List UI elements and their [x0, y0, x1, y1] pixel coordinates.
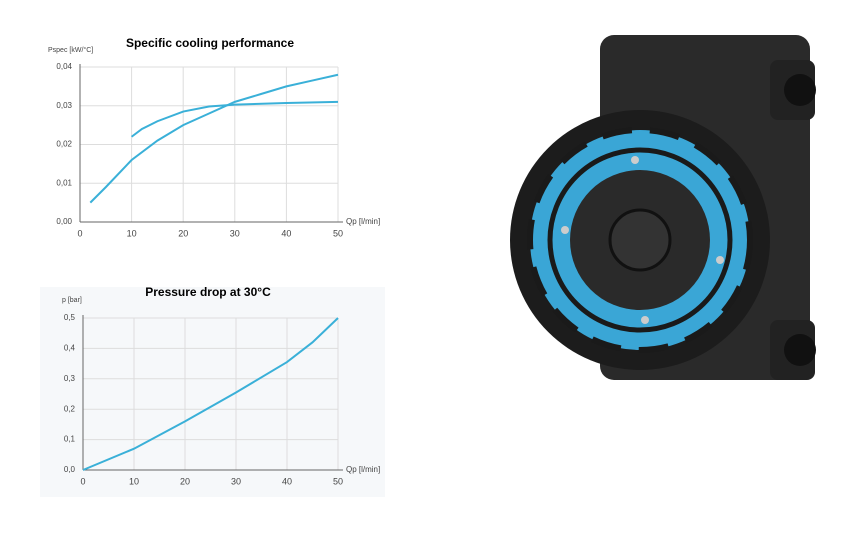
x-tick-label: 50 — [333, 476, 343, 486]
y-axis-label: p [bar] — [62, 297, 82, 304]
chart-title: Pressure drop at 30°C — [145, 285, 271, 299]
x-tick-label: 10 — [129, 476, 139, 486]
y-tick-label: 0,4 — [64, 344, 76, 353]
y-tick-label: 0,00 — [56, 217, 72, 226]
line — [130, 100, 339, 138]
y-tick-label: 0,0 — [64, 465, 76, 474]
y-axis-label: Pspec [kW/°C] — [48, 46, 93, 54]
y-tick-label: 0,03 — [56, 101, 72, 110]
x-tick-label: 0 — [80, 476, 85, 486]
fan-image — [510, 35, 816, 380]
y-tick-label: 0,2 — [64, 404, 76, 413]
y-tick-label: 0,04 — [56, 62, 72, 71]
chart-title: Specific cooling performance — [126, 36, 294, 50]
line — [82, 317, 339, 471]
y-tick-label: 0,1 — [64, 435, 76, 444]
y-tick-label: 0,5 — [64, 313, 76, 322]
y-tick-label: 0,3 — [64, 374, 76, 383]
line — [89, 73, 339, 204]
x-tick-label: 0 — [77, 228, 82, 238]
x-axis-label: Qp [l/min] — [346, 217, 380, 226]
x-tick-label: 10 — [127, 228, 137, 238]
chart-background — [40, 287, 385, 497]
y-tick-label: 0,01 — [56, 178, 72, 187]
x-tick-label: 40 — [281, 228, 291, 238]
x-tick-label: 20 — [180, 476, 190, 486]
x-tick-label: 30 — [231, 476, 241, 486]
x-tick-label: 20 — [178, 228, 188, 238]
x-tick-label: 50 — [333, 228, 343, 238]
x-axis-label: Qp [l/min] — [346, 465, 380, 474]
y-tick-label: 0,02 — [56, 140, 72, 149]
x-tick-label: 40 — [282, 476, 292, 486]
x-tick-label: 30 — [230, 228, 240, 238]
